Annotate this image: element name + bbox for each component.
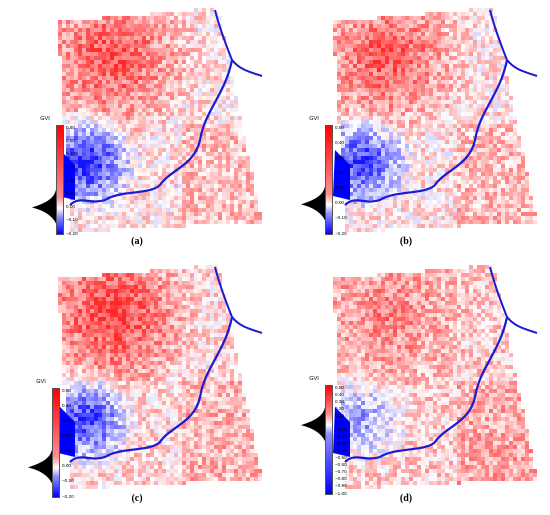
gvi-map-b — [333, 8, 538, 232]
legend-tick: 0.10 — [62, 448, 71, 454]
legend-tick: −0.20 — [335, 433, 347, 439]
river-line — [69, 59, 234, 206]
sea-area — [333, 407, 350, 457]
gvi-map-a — [58, 8, 263, 232]
river-line — [214, 266, 263, 334]
river-line — [489, 9, 538, 77]
panel-a: GVI 0.60 0.50 0.40 0.30 0.20 0.10 0.00 −0.10 −0.… — [0, 0, 275, 257]
legend-b: GVI 0.50 0.40 0.30 0.20 0.10 0.00 −0.10 −0.20 — [297, 116, 357, 247]
legend-tick: −0.50 — [335, 455, 347, 461]
histogram-shape — [301, 407, 325, 442]
legend-tick: −0.40 — [335, 448, 347, 454]
legend-tick: 0.10 — [335, 185, 344, 191]
legend-tick: 0.40 — [62, 402, 71, 408]
legend-a: GVI 0.60 0.50 0.40 0.30 0.20 0.10 0.00 −0.10 −0.… — [28, 116, 88, 247]
river-line — [344, 59, 509, 206]
legend-tick: −0.20 — [66, 230, 78, 236]
caption-b: (b) — [399, 236, 413, 247]
legend-tick: 0.30 — [335, 154, 344, 160]
caption-c: (c) — [131, 493, 143, 504]
legend-c: GVI 0.50 0.40 0.30 0.20 0.10 0.00 −0.10 −0.20 — [24, 379, 84, 510]
legend-tick: −0.10 — [62, 478, 74, 484]
map-pixels — [58, 265, 262, 489]
legend-tick: 0.00 — [66, 204, 75, 209]
legend-tick: −0.60 — [335, 462, 347, 468]
legend-tick: −0.10 — [66, 217, 78, 223]
legend-tick: 0.50 — [335, 384, 344, 390]
gvi-map-d — [333, 265, 538, 489]
legend-tick: −0.80 — [335, 476, 347, 482]
legend-tick: −0.10 — [335, 426, 347, 432]
legend-tick: 0.10 — [335, 412, 344, 418]
legend-title: GVI — [36, 379, 46, 385]
legend-tick: 0.30 — [62, 417, 71, 423]
legend-tick: 0.00 — [335, 200, 344, 206]
legend-tick: 0.20 — [335, 169, 344, 175]
map-pixels — [333, 8, 537, 232]
sea-area — [333, 150, 350, 200]
legend-tick: 0.50 — [335, 124, 344, 130]
legend-tick: 0.50 — [66, 137, 75, 143]
river-line — [69, 316, 234, 463]
histogram-shape — [32, 189, 56, 224]
legend-tick: 0.40 — [66, 151, 75, 156]
legend-tick: −1.00 — [335, 490, 347, 496]
panel-d: GVI 0.50 0.40 0.30 0.20 0.10 0.00 −0.10 −0.20 −0… — [275, 257, 550, 514]
gvi-map-c — [58, 265, 263, 489]
river-line — [344, 316, 509, 463]
legend-title: GVI — [40, 116, 50, 122]
map-pixels — [58, 8, 262, 232]
legend-title: GVI — [309, 376, 319, 382]
legend-tick: −0.20 — [62, 493, 74, 499]
legend-tick: 0.20 — [62, 432, 71, 438]
histogram-shape — [301, 186, 325, 221]
legend-tick: 0.30 — [335, 398, 344, 404]
legend-tick: 0.40 — [335, 139, 344, 145]
panel-b: GVI 0.50 0.40 0.30 0.20 0.10 0.00 −0.10 −0.20 (… — [275, 0, 550, 257]
caption-d: (d) — [399, 493, 413, 504]
legend-tick: −0.20 — [335, 230, 347, 236]
legend-tick: 0.30 — [66, 164, 75, 170]
histogram-shape — [28, 449, 52, 484]
color-bar — [52, 388, 60, 498]
color-bar — [56, 125, 64, 235]
legend-tick: −0.30 — [335, 441, 347, 447]
legend-title: GVI — [309, 116, 319, 122]
legend-tick: 0.00 — [62, 463, 71, 469]
legend-tick: −0.70 — [335, 469, 347, 475]
legend-tick: 0.00 — [335, 419, 344, 425]
histogram-icon — [28, 449, 52, 484]
sea-area — [58, 407, 75, 457]
legend-tick: 0.40 — [335, 391, 344, 397]
legend-tick: 0.60 — [66, 124, 75, 130]
histogram-icon — [301, 186, 325, 221]
river-line — [214, 9, 263, 77]
panel-c: GVI 0.50 0.40 0.30 0.20 0.10 0.00 −0.10 −0.20 (… — [0, 257, 275, 514]
legend-tick: 0.20 — [335, 405, 344, 411]
map-pixels — [333, 265, 537, 489]
legend-tick: −0.90 — [335, 483, 347, 489]
legend-tick: 0.10 — [66, 190, 75, 196]
legend-d: GVI 0.50 0.40 0.30 0.20 0.10 0.00 −0.10 −0.20 −0… — [297, 376, 357, 507]
legend-tick: −0.10 — [335, 215, 347, 221]
legend-tick: 0.50 — [62, 387, 71, 393]
histogram-icon — [32, 189, 56, 224]
caption-a: (a) — [131, 236, 143, 247]
river-line — [489, 266, 538, 334]
color-bar — [325, 125, 333, 235]
histogram-icon — [301, 407, 325, 442]
color-bar — [325, 385, 333, 495]
legend-tick: 0.20 — [66, 177, 75, 183]
